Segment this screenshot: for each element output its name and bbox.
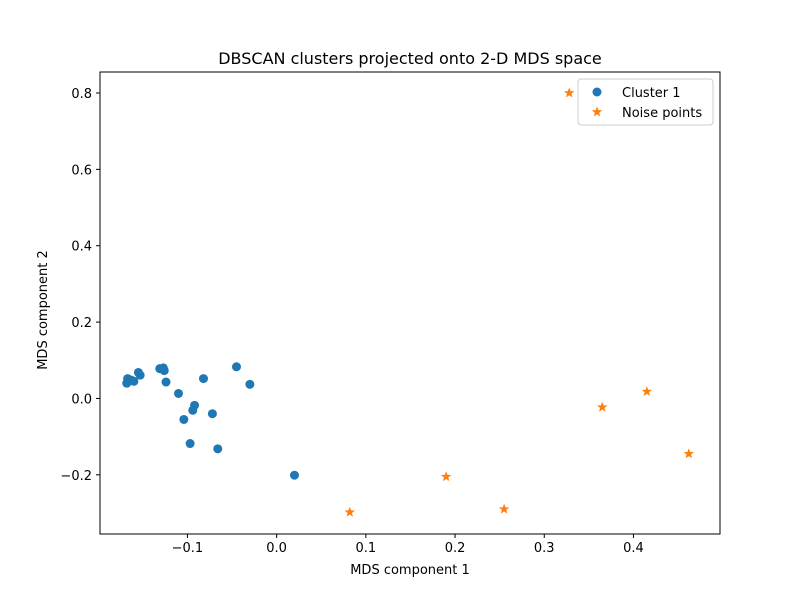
legend-marker-cluster	[592, 87, 602, 97]
x-tick-label: 0.3	[534, 541, 555, 556]
legend-label: Noise points	[622, 106, 702, 121]
legend: Cluster 1 Noise points	[577, 78, 714, 126]
y-tick-label: 0.4	[71, 240, 92, 255]
series-2	[344, 87, 695, 517]
legend-marker-noise	[591, 106, 603, 117]
y-tick-label: 0.2	[71, 316, 92, 331]
x-axis: −0.1 0.0 0.1 0.2 0.3 0.4	[172, 534, 644, 556]
series-1	[122, 362, 299, 480]
plot-area	[99, 71, 721, 535]
y-tick-label: 0.0	[71, 392, 92, 407]
cluster-point	[129, 376, 139, 386]
cluster-point	[161, 377, 171, 387]
x-tick-label: 0.2	[445, 541, 466, 556]
cluster-point	[289, 470, 299, 480]
noise-point	[641, 386, 653, 397]
cluster-point	[159, 366, 169, 376]
y-tick-label: 0.8	[71, 87, 92, 102]
cluster-point	[174, 388, 184, 398]
cluster-point	[207, 409, 217, 419]
x-tick-label: 0.1	[355, 541, 376, 556]
noise-point	[440, 471, 452, 482]
x-axis-label: MDS component 1	[350, 563, 470, 578]
x-tick-label: 0.0	[266, 541, 287, 556]
noise-point	[597, 401, 608, 412]
y-tick-label: −0.2	[60, 469, 92, 484]
x-tick-label: 0.4	[623, 541, 644, 556]
cluster-point	[179, 414, 189, 424]
legend-label: Cluster 1	[622, 86, 681, 101]
x-tick-label: −0.1	[172, 541, 204, 556]
y-axis: −0.2 0.0 0.2 0.4 0.6 0.8	[60, 87, 100, 484]
cluster-point	[213, 444, 223, 454]
legend-box	[577, 78, 714, 126]
noise-point	[683, 448, 695, 459]
noise-point	[564, 87, 575, 98]
cluster-point	[190, 400, 200, 410]
noise-point	[344, 506, 356, 517]
cluster-point	[198, 374, 208, 384]
y-axis-label: MDS component 2	[36, 250, 51, 370]
noise-point	[498, 503, 510, 514]
cluster-point	[231, 362, 241, 372]
cluster-point	[185, 439, 195, 449]
chart-title: DBSCAN clusters projected onto 2-D MDS s…	[218, 49, 602, 68]
cluster-point	[245, 379, 255, 389]
y-tick-label: 0.6	[71, 163, 92, 178]
cluster-point	[135, 370, 145, 380]
axes-frame	[99, 71, 721, 535]
